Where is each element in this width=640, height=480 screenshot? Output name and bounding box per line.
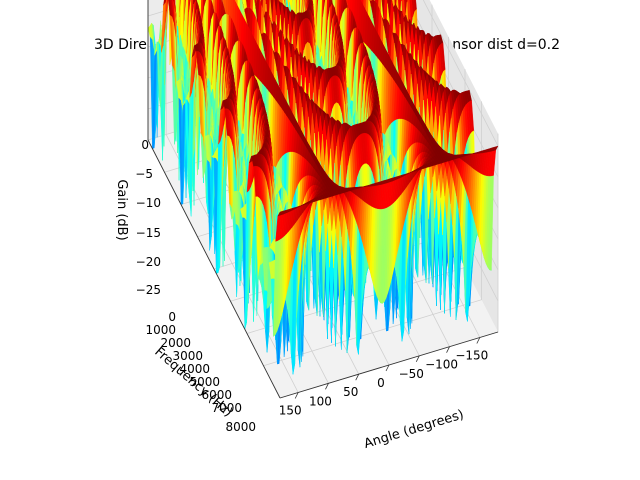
grid-line-gain	[422, 0, 499, 147]
surface-facet	[163, 0, 166, 6]
surface-plot	[147, 0, 499, 375]
